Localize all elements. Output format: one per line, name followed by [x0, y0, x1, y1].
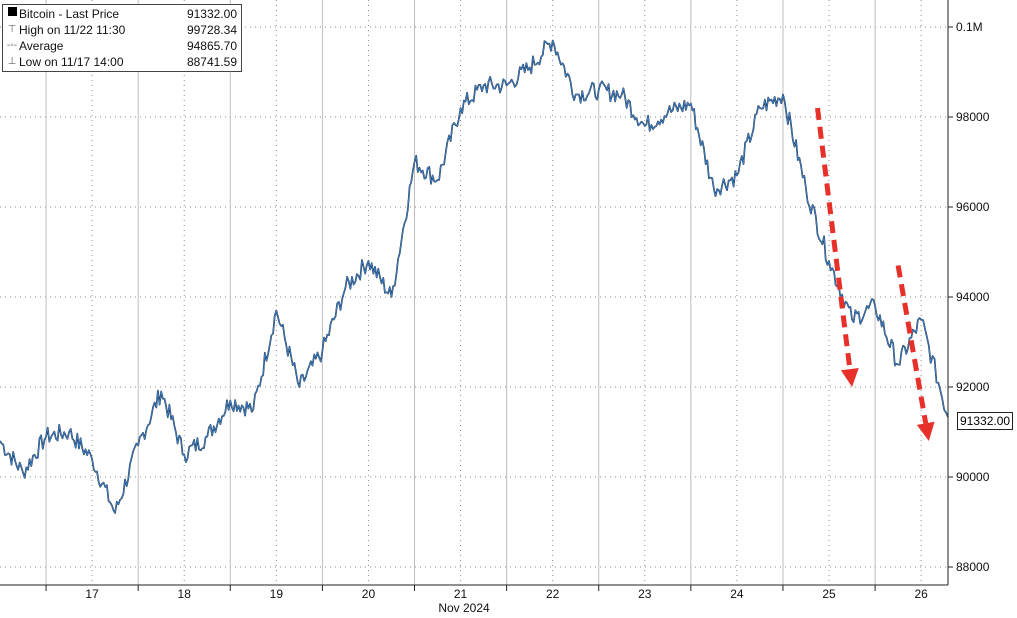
x-tick-label: 17: [85, 587, 99, 601]
y-tick-label: 94000: [956, 290, 990, 304]
average-marker-icon: -◦-: [6, 40, 18, 51]
y-tick-label: 92000: [956, 380, 990, 394]
x-tick-label: 22: [546, 587, 560, 601]
last-price-badge: 91332.00: [957, 412, 1014, 430]
arrow-shaft: [895, 265, 929, 424]
annotation-layer: [815, 107, 935, 441]
y-tick-label: 96000: [956, 200, 990, 214]
y-tick-layer: 88000 90000 92000 94000 96000 98000 0.1M: [948, 20, 990, 574]
legend-high-label: High on 11/22 11:30: [19, 23, 126, 37]
x-tick-label: 21: [454, 587, 468, 601]
x-tick-label: 19: [270, 587, 284, 601]
x-tick-label: 18: [178, 587, 192, 601]
x-tick-layer: 17 18 19 20 21 22 23 24 25 26: [45, 585, 928, 601]
grid-layer: [0, 0, 948, 585]
x-tick-label: 24: [730, 587, 744, 601]
y-tick-label: 90000: [956, 470, 990, 484]
y-tick-label: 98000: [956, 110, 990, 124]
x-axis-label: Nov 2024: [438, 601, 490, 615]
x-tick-label: 23: [638, 587, 652, 601]
x-tick-label: 25: [822, 587, 836, 601]
day-separator-layer: [45, 0, 876, 585]
legend-last-value: 91332.00: [186, 7, 237, 21]
high-marker-icon: ⊤: [7, 24, 17, 35]
legend: Bitcoin - Last Price 91332.00 ⊤ High on …: [2, 4, 242, 72]
legend-row-average: -◦- Average 94865.70: [5, 38, 237, 54]
arrow-head: [916, 421, 935, 441]
legend-high-value: 99728.34: [186, 23, 237, 37]
legend-low-label: Low on 11/17 14:00: [19, 55, 124, 69]
price-line-overlay: [0, 39, 949, 514]
legend-average-value: 94865.70: [186, 39, 237, 53]
legend-row-high: ⊤ High on 11/22 11:30 99728.34: [5, 22, 237, 38]
legend-title: Bitcoin - Last Price: [19, 7, 120, 21]
legend-low-value: 88741.59: [186, 55, 237, 69]
x-tick-label: 26: [914, 587, 928, 601]
legend-row-last: Bitcoin - Last Price 91332.00: [5, 6, 237, 22]
legend-average-label: Average: [19, 39, 64, 53]
legend-square-icon: [5, 6, 19, 22]
legend-row-low: ⊥ Low on 11/17 14:00 88741.59: [5, 54, 237, 70]
y-tick-label: 88000: [956, 560, 990, 574]
price-line: [0, 39, 949, 514]
low-marker-icon: ⊥: [7, 56, 17, 67]
y-tick-label: 0.1M: [956, 20, 983, 34]
arrow-shaft: [815, 107, 853, 370]
x-tick-label: 20: [362, 587, 376, 601]
arrow-head: [840, 368, 859, 387]
